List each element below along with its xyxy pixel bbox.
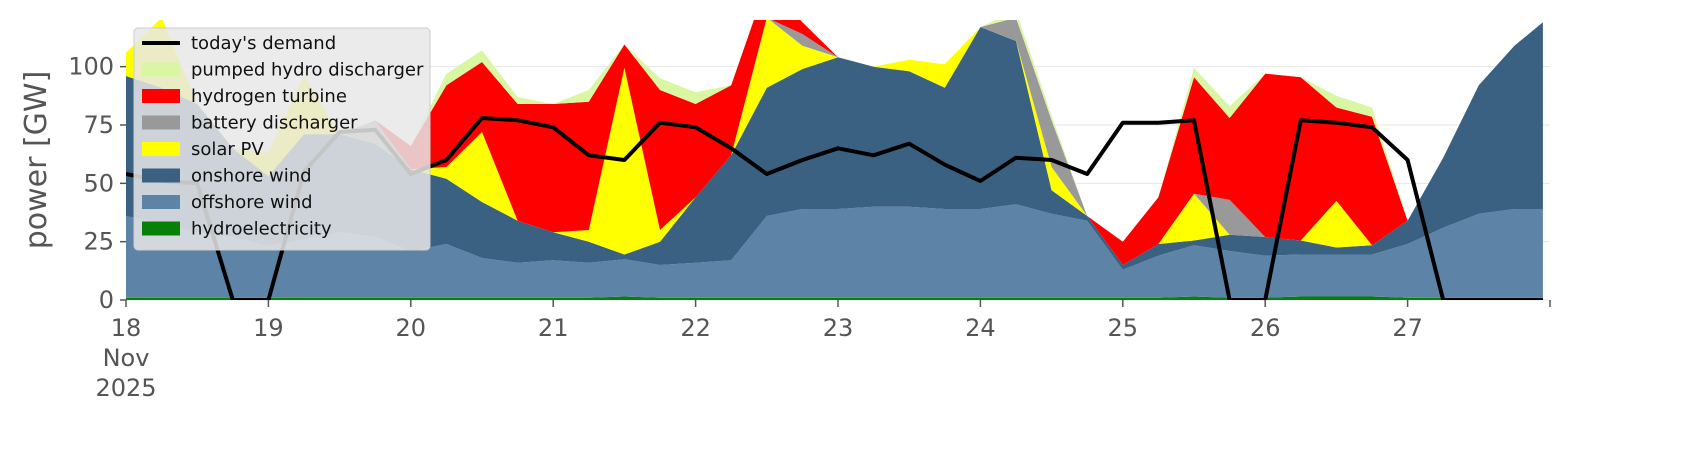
legend-label: solar PV (191, 139, 264, 160)
legend-swatch (142, 221, 180, 236)
x-tick-label: 18 (111, 314, 142, 342)
legend-label: pumped hydro discharger (191, 60, 424, 81)
y-tick-label: 0 (99, 286, 114, 314)
x-tick-label: 24 (965, 314, 996, 342)
legend-label: today's demand (191, 33, 336, 54)
x-tick-label: 2025 (95, 374, 156, 402)
area-series-layer (126, 20, 1543, 300)
area-onshore-wind (126, 22, 1543, 270)
area-offshore-wind (126, 204, 1543, 298)
y-tick-label: 50 (83, 169, 114, 197)
legend-label: hydrogen turbine (191, 86, 347, 107)
legend-swatch (142, 115, 180, 130)
legend-swatch (142, 168, 180, 183)
legend-label: onshore wind (191, 166, 312, 187)
x-tick-label: 27 (1392, 314, 1423, 342)
legend-label: offshore wind (191, 192, 313, 213)
legend-swatch (142, 142, 180, 156)
legend-box (133, 27, 431, 251)
y-tick-label: 75 (83, 111, 114, 139)
legend-label: battery discharger (191, 113, 358, 134)
x-tick-label: 19 (253, 314, 284, 342)
x-tick-label: 26 (1250, 314, 1281, 342)
area-hydroelectricity (126, 296, 1543, 300)
x-tick-label: 23 (823, 314, 854, 342)
legend-label: hydroelectricity (191, 219, 332, 240)
x-tick-label: 22 (680, 314, 711, 342)
x-tick-label: 25 (1108, 314, 1139, 342)
y-axis-title: power [GW] (19, 71, 54, 250)
y-tick-label: 100 (68, 53, 114, 81)
legend-swatch (142, 89, 180, 103)
legend-swatch (142, 62, 180, 77)
legend: today's demand pumped hydro discharger hyd… (133, 27, 431, 251)
x-tick-label: 20 (396, 314, 427, 342)
area-hydrogen-turbine (126, 20, 1543, 265)
y-tick-label: 25 (83, 228, 114, 256)
legend-swatch (142, 195, 180, 209)
x-tick-label: 21 (538, 314, 569, 342)
x-tick-label: Nov (103, 344, 150, 372)
area-solar-pv (126, 20, 1543, 265)
